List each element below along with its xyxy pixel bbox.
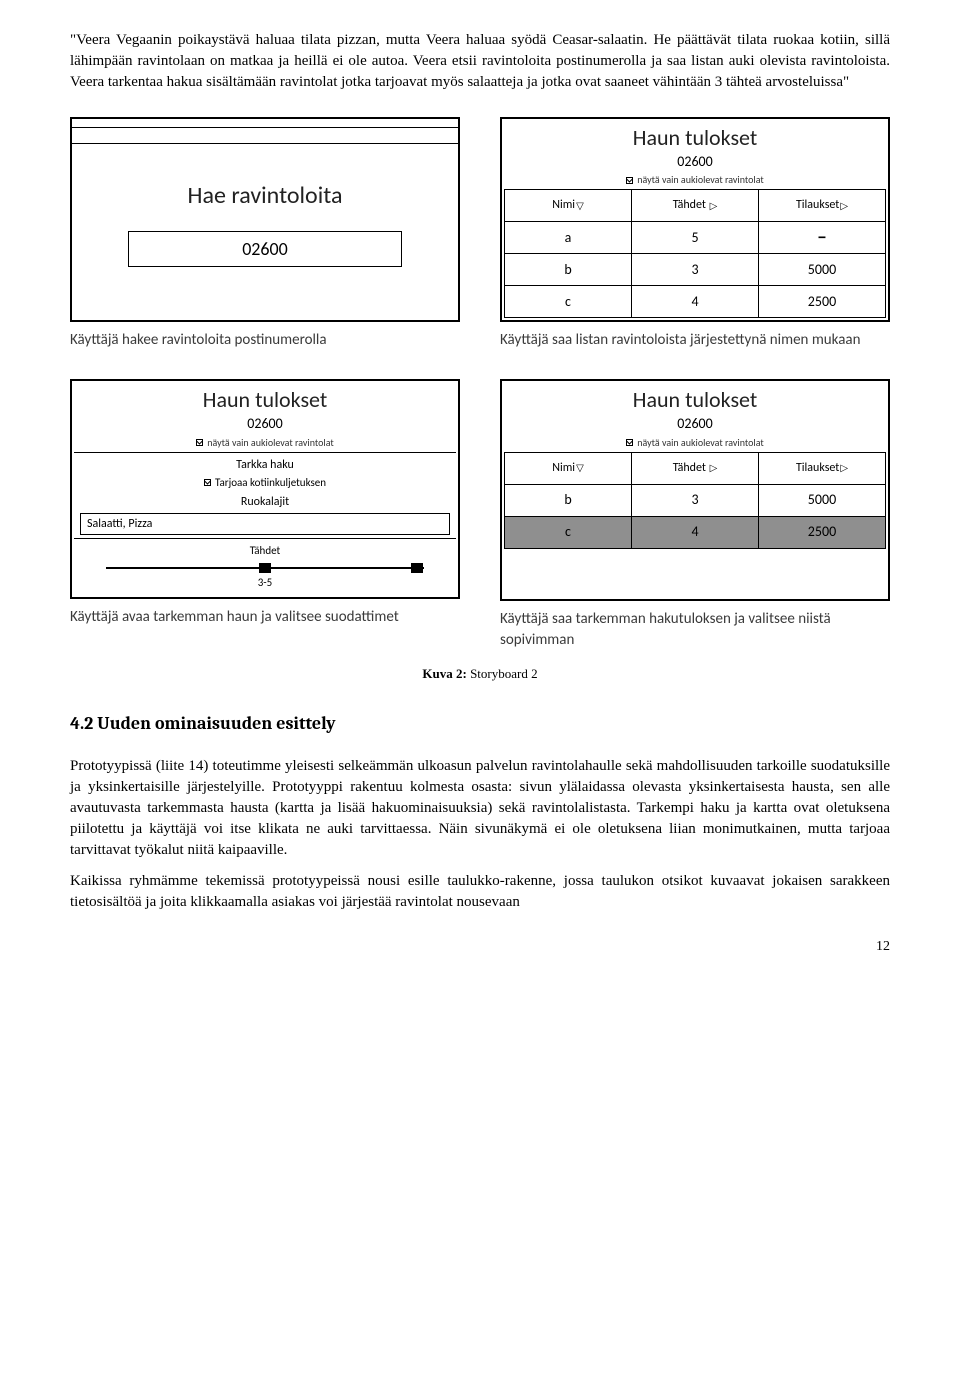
stars-slider[interactable] xyxy=(106,561,424,575)
page-number: 12 xyxy=(70,937,890,957)
table-row[interactable]: b 3 5000 xyxy=(505,484,886,516)
frame2-sub: 02600 xyxy=(504,152,886,172)
food-types-input[interactable]: Salaatti, Pizza xyxy=(80,513,450,535)
figure-caption: Kuva 2: Storyboard 2 xyxy=(70,665,890,683)
col-nimi[interactable]: Nimi▽ xyxy=(505,452,632,484)
checkbox-icon xyxy=(204,479,211,486)
checkbox-icon xyxy=(626,439,633,446)
col-tilaukset[interactable]: Tilaukset▷ xyxy=(759,452,886,484)
col-tilaukset[interactable]: Tilaukset▷ xyxy=(759,190,886,222)
frame4-sub: 02600 xyxy=(504,414,886,434)
frame4-open-only-checkbox[interactable]: näytä vain aukiolevat ravintolat xyxy=(504,436,886,450)
checkbox-icon xyxy=(626,177,633,184)
postal-code-input[interactable]: 02600 xyxy=(128,231,402,267)
frame2-open-only-checkbox[interactable]: näytä vain aukiolevat ravintolat xyxy=(504,173,886,187)
col-nimi[interactable]: Nimi▽ xyxy=(505,190,632,222)
frame1-title: Hae ravintoloita xyxy=(128,179,402,213)
frame1-caption: Käyttäjä hakee ravintoloita postinumerol… xyxy=(70,330,460,351)
storyboard-grid: Hae ravintoloita 02600 Käyttäjä hakee ra… xyxy=(70,117,890,651)
table-row[interactable]: b 3 5000 xyxy=(505,254,886,286)
frame2-caption: Käyttäjä saa listan ravintoloista järjes… xyxy=(500,330,890,351)
slider-thumb-max[interactable] xyxy=(411,563,423,573)
intro-paragraph: "Veera Vegaanin poikaystävä haluaa tilat… xyxy=(70,30,890,93)
col-tahdet[interactable]: Tähdet ▷ xyxy=(632,190,759,222)
frame3-delivery-checkbox[interactable]: Tarjoaa kotiinkuljetuksen xyxy=(74,475,456,490)
body-paragraph-1: Prototyypissä (liite 14) toteutimme ylei… xyxy=(70,756,890,861)
frame3-title: Haun tulokset xyxy=(74,385,456,416)
table-row[interactable]: a 5 − xyxy=(505,222,886,254)
table-row-selected[interactable]: c 4 2500 xyxy=(505,516,886,548)
frame2-title: Haun tulokset xyxy=(504,123,886,154)
frame4-title: Haun tulokset xyxy=(504,385,886,416)
storyboard-frame-2: Haun tulokset 02600 näytä vain aukioleva… xyxy=(500,117,890,351)
results-table: Nimi▽ Tähdet ▷ Tilaukset▷ a 5 − b 3 5000… xyxy=(504,189,886,318)
results-table: Nimi▽ Tähdet ▷ Tilaukset▷ b 3 5000 c 4 2… xyxy=(504,452,886,549)
storyboard-frame-4: Haun tulokset 02600 näytä vain aukioleva… xyxy=(500,379,890,650)
storyboard-frame-1: Hae ravintoloita 02600 Käyttäjä hakee ra… xyxy=(70,117,460,351)
frame4-caption: Käyttäjä saa tarkemman hakutuloksen ja v… xyxy=(500,609,890,651)
frame3-caption: Käyttäjä avaa tarkemman haun ja valitsee… xyxy=(70,607,460,628)
frame3-open-only-checkbox[interactable]: näytä vain aukiolevat ravintolat xyxy=(74,436,456,450)
col-tahdet[interactable]: Tähdet ▷ xyxy=(632,452,759,484)
frame3-ruokalajit-label: Ruokalajit xyxy=(74,494,456,511)
slider-thumb-min[interactable] xyxy=(259,563,271,573)
frame3-sub: 02600 xyxy=(74,414,456,434)
slider-range-caption: 3-5 xyxy=(106,575,424,590)
section-heading: 4.2 Uuden ominaisuuden esittely xyxy=(70,711,890,736)
checkbox-icon xyxy=(196,439,203,446)
frame3-tarkka-label: Tarkka haku xyxy=(74,457,456,474)
table-row[interactable]: c 4 2500 xyxy=(505,286,886,318)
stars-label: Tähdet xyxy=(106,543,424,558)
body-paragraph-2: Kaikissa ryhmämme tekemissä prototyypeis… xyxy=(70,871,890,913)
storyboard-frame-3: Haun tulokset 02600 näytä vain aukioleva… xyxy=(70,379,460,650)
